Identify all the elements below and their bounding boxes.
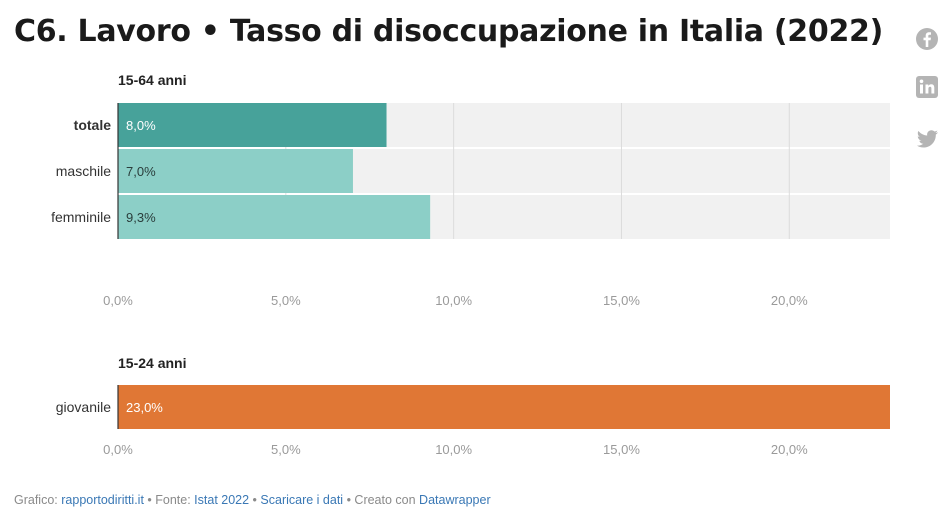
twitter-icon [916, 130, 938, 148]
bar[interactable] [118, 149, 353, 193]
footer-source-link[interactable]: Istat 2022 [194, 493, 250, 507]
tick-label: 10,0% [435, 293, 472, 308]
category-label: maschile [56, 163, 111, 179]
linkedin-icon [916, 76, 938, 98]
linkedin-share-button[interactable] [913, 74, 941, 100]
bar-charts: 15-64 anni totale 8,0% maschile 7,0% femminil… [51, 72, 890, 457]
value-label: 9,3% [126, 210, 156, 225]
tick-label: 5,0% [271, 293, 301, 308]
facebook-share-button[interactable] [913, 26, 941, 52]
bar[interactable] [118, 195, 431, 239]
footer-source-label: • Fonte: [143, 493, 195, 507]
tick-label: 10,0% [435, 442, 472, 457]
bar[interactable] [118, 103, 387, 147]
tick-label: 0,0% [103, 442, 133, 457]
footer-grafico-label: Grafico: [14, 493, 62, 507]
footer-datawrapper-link[interactable]: Datawrapper [419, 493, 491, 507]
tick-label: 0,0% [103, 293, 133, 308]
chart-title: C6. Lavoro • Tasso di disoccupazione in … [14, 14, 884, 49]
category-label: femminile [51, 209, 111, 225]
tick-label: 20,0% [771, 293, 808, 308]
panel-title: 15-24 anni [118, 355, 186, 371]
category-label: totale [74, 117, 112, 133]
value-label: 8,0% [126, 118, 156, 133]
footer-author-link[interactable]: rapportodiritti.it [61, 493, 144, 507]
footer-created-label: • Creato con [343, 493, 420, 507]
bar[interactable] [118, 385, 890, 429]
tick-label: 20,0% [771, 442, 808, 457]
panel-title: 15-64 anni [118, 72, 186, 88]
value-label: 23,0% [126, 400, 163, 415]
twitter-share-button[interactable] [913, 126, 941, 152]
footer-download-link[interactable]: Scaricare i dati [260, 493, 344, 507]
footer-separator: • [249, 493, 261, 507]
category-label: giovanile [56, 399, 111, 415]
value-label: 7,0% [126, 164, 156, 179]
tick-label: 5,0% [271, 442, 301, 457]
tick-label: 15,0% [603, 293, 640, 308]
chart-footer: Grafico: rapportodiritti.it • Fonte: Ist… [14, 493, 491, 507]
tick-label: 15,0% [603, 442, 640, 457]
facebook-icon [916, 28, 938, 50]
